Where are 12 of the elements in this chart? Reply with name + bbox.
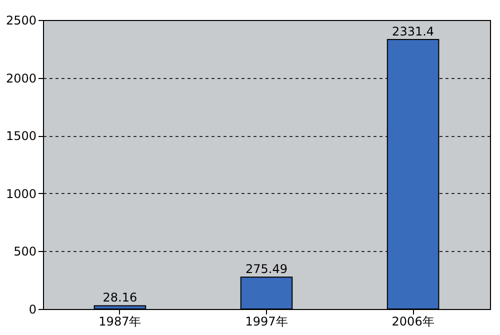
y-tick-label: 0 xyxy=(28,302,36,316)
x-tick-label: 1987年 xyxy=(98,314,142,328)
y-tick-label: 2000 xyxy=(6,71,36,86)
y-tick-label: 500 xyxy=(14,244,36,259)
data-label: 275.49 xyxy=(246,262,288,276)
x-tick-label: 1997年 xyxy=(245,314,288,328)
y-tick-label: 1500 xyxy=(6,129,36,144)
data-label: 2331.4 xyxy=(392,24,434,38)
data-label: 28.16 xyxy=(102,290,138,305)
x-tick-label: 2006年 xyxy=(392,314,434,328)
y-tick-label: 2500 xyxy=(6,14,36,28)
y-tick-label: 1000 xyxy=(6,186,36,201)
